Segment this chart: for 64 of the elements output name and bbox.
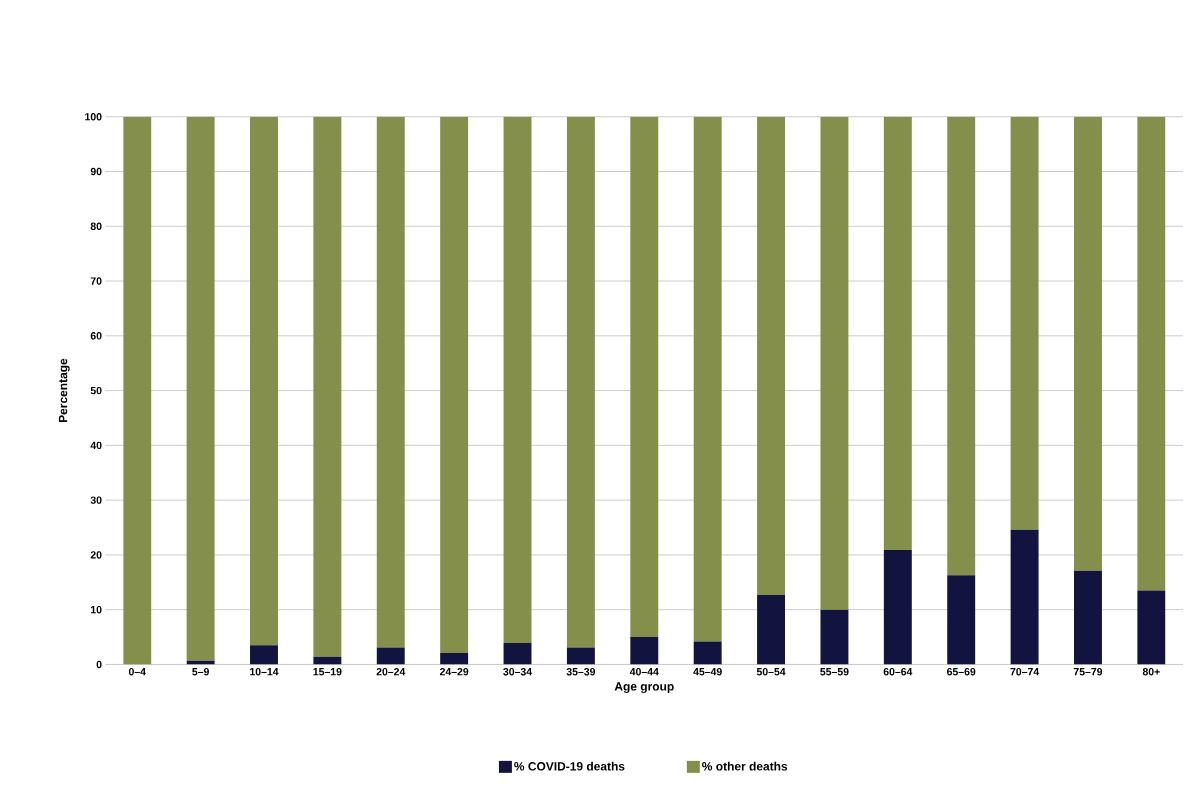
y-tick-label: 50 bbox=[90, 386, 102, 395]
bar bbox=[820, 609, 849, 665]
bar bbox=[313, 116, 342, 657]
bar bbox=[757, 116, 786, 595]
bar bbox=[947, 116, 976, 576]
bar bbox=[693, 116, 722, 642]
bar bbox=[1010, 529, 1039, 665]
bar bbox=[123, 116, 152, 665]
bar bbox=[1074, 116, 1102, 571]
bar bbox=[1137, 116, 1166, 591]
bar bbox=[883, 549, 912, 665]
bar bbox=[566, 647, 595, 665]
y-tick-label: 30 bbox=[90, 496, 102, 504]
bar bbox=[1137, 590, 1166, 665]
x-tick-label: 60–64 bbox=[883, 667, 913, 676]
bar bbox=[440, 652, 469, 665]
x-tick-label: 0–4 bbox=[128, 667, 146, 676]
x-tick-label: 24–29 bbox=[439, 667, 469, 676]
y-tick-label: 10 bbox=[91, 605, 102, 614]
x-tick-label: 65–69 bbox=[947, 667, 976, 676]
bar bbox=[883, 116, 912, 550]
bar bbox=[250, 645, 278, 665]
bar bbox=[1010, 116, 1039, 530]
bar bbox=[186, 116, 215, 661]
bar bbox=[376, 647, 405, 665]
y-tick-label: 90 bbox=[90, 167, 102, 176]
y-tick-label: 80 bbox=[90, 222, 102, 230]
x-tick-label: 75–79 bbox=[1073, 667, 1103, 676]
bar bbox=[630, 116, 659, 637]
bar bbox=[1074, 570, 1102, 665]
bar bbox=[820, 116, 849, 610]
x-tick-label: 20–24 bbox=[376, 667, 406, 676]
bar bbox=[566, 116, 595, 648]
x-tick-label: 50–54 bbox=[756, 667, 786, 676]
x-tick-label: 15–19 bbox=[313, 667, 342, 676]
x-tick-label: 35–39 bbox=[566, 667, 596, 676]
y-tick-label: 100 bbox=[85, 112, 102, 121]
bar bbox=[250, 116, 278, 646]
bar bbox=[503, 643, 532, 665]
y-tick-label: 40 bbox=[90, 441, 102, 449]
bar bbox=[503, 116, 532, 644]
legend-label: % COVID-19 deaths bbox=[514, 761, 625, 771]
y-tick-label: 70 bbox=[90, 277, 102, 285]
bar bbox=[947, 575, 976, 665]
x-tick-label: 30–34 bbox=[503, 667, 533, 676]
bar bbox=[313, 656, 342, 665]
y-tick-label: 60 bbox=[90, 332, 102, 340]
bar bbox=[757, 594, 786, 665]
x-tick-label: 10–14 bbox=[250, 667, 279, 676]
y-tick-label: 0 bbox=[96, 660, 102, 669]
bar bbox=[376, 116, 405, 648]
y-axis-title: Percentage bbox=[58, 358, 70, 422]
x-tick-label: 45–49 bbox=[693, 667, 722, 676]
x-axis-title: Age group bbox=[614, 682, 674, 693]
bar bbox=[630, 637, 659, 665]
legend-label: % other deaths bbox=[702, 761, 788, 771]
x-tick-label: 80+ bbox=[1142, 667, 1160, 676]
x-tick-label: 5–9 bbox=[192, 667, 209, 676]
bar bbox=[693, 641, 722, 665]
x-tick-label: 40–44 bbox=[629, 667, 659, 676]
bar bbox=[440, 116, 469, 653]
x-tick-label: 70–74 bbox=[1010, 667, 1040, 676]
x-tick-label: 55–59 bbox=[820, 667, 849, 676]
y-tick-label: 20 bbox=[90, 551, 102, 559]
